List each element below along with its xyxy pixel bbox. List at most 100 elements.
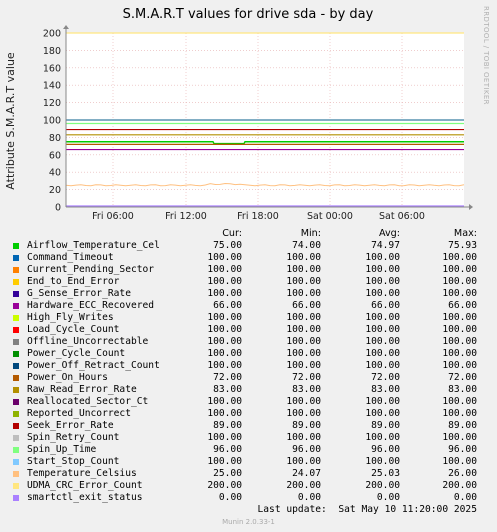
chart: S.M.A.R.T values for drive sda - by day … bbox=[4, 6, 490, 222]
legend-max-value: 0.00 bbox=[453, 492, 477, 503]
legend-max-value: 66.00 bbox=[448, 300, 477, 311]
legend-cur-value: 100.00 bbox=[207, 264, 242, 275]
legend-item: Load_Cycle_Count 100.00 100.00 100.00 100.00 bbox=[0, 324, 497, 336]
y-ticks: 0 20 40 60 80 100 120 140 160 180 200 bbox=[43, 29, 61, 214]
legend-series-name: Airflow_Temperature_Cel bbox=[27, 240, 160, 251]
legend-min-value: 96.00 bbox=[292, 444, 321, 455]
legend-swatch bbox=[13, 375, 19, 381]
legend-item: Seek_Error_Rate 89.00 89.00 89.00 89.00 bbox=[0, 420, 497, 432]
legend-item: End_to_End_Error 100.00 100.00 100.00 100.00 bbox=[0, 276, 497, 288]
x-axis-arrow bbox=[469, 204, 473, 210]
legend-item: Airflow_Temperature_Cel 75.00 74.00 74.97 75… bbox=[0, 240, 497, 252]
x-ticks: Fri 06:00 Fri 12:00 Fri 18:00 Sat 00:00 Sat … bbox=[92, 211, 425, 222]
legend-swatch bbox=[13, 435, 19, 441]
legend-avg-value: 96.00 bbox=[371, 444, 400, 455]
legend-swatch bbox=[13, 399, 19, 405]
legend-item: Temperature_Celsius 25.00 24.07 25.03 26.00 bbox=[0, 468, 497, 480]
legend-item: Raw_Read_Error_Rate 83.00 83.00 83.00 83.00 bbox=[0, 384, 497, 396]
legend-avg-value: 100.00 bbox=[365, 288, 400, 299]
legend-cur-value: 100.00 bbox=[207, 312, 242, 323]
legend-max-value: 100.00 bbox=[442, 396, 477, 407]
legend-max-value: 83.00 bbox=[448, 384, 477, 395]
legend-min-value: 100.00 bbox=[286, 288, 321, 299]
x-tick-label: Fri 06:00 bbox=[92, 211, 134, 222]
legend-max-value: 100.00 bbox=[442, 408, 477, 419]
legend-max-value: 100.00 bbox=[442, 324, 477, 335]
legend-avg-value: 100.00 bbox=[365, 360, 400, 371]
legend-cur-value: 100.00 bbox=[207, 252, 242, 263]
legend-min-value: 200.00 bbox=[286, 480, 321, 491]
y-tick-label: 100 bbox=[43, 116, 61, 127]
legend-item: Reallocated_Sector_Ct 100.00 100.00 100.00 1… bbox=[0, 396, 497, 408]
legend-header-min: Min: bbox=[300, 228, 321, 239]
legend-series-name: Raw_Read_Error_Rate bbox=[27, 384, 137, 395]
legend-series-name: Spin_Up_Time bbox=[27, 444, 97, 455]
legend-max-value: 100.00 bbox=[442, 276, 477, 287]
series-line bbox=[65, 182, 465, 187]
legend-series-name: High_Fly_Writes bbox=[27, 312, 114, 323]
legend-min-value: 100.00 bbox=[286, 252, 321, 263]
y-axis-arrow bbox=[63, 25, 69, 29]
legend-item: Spin_Up_Time 96.00 96.00 96.00 96.00 bbox=[0, 444, 497, 456]
legend-swatch bbox=[13, 291, 19, 297]
legend-swatch bbox=[13, 411, 19, 417]
legend-swatch bbox=[13, 387, 19, 393]
legend-cur-value: 83.00 bbox=[213, 384, 242, 395]
legend-swatch bbox=[13, 315, 19, 321]
legend-max-value: 100.00 bbox=[442, 336, 477, 347]
legend-avg-value: 83.00 bbox=[371, 384, 400, 395]
legend-header-max: Max: bbox=[453, 228, 477, 239]
legend-avg-value: 100.00 bbox=[365, 276, 400, 287]
legend-min-value: 100.00 bbox=[286, 264, 321, 275]
legend-cur-value: 100.00 bbox=[207, 360, 242, 371]
legend-swatch bbox=[13, 351, 19, 357]
legend-header-cur: Cur: bbox=[222, 228, 242, 239]
legend-max-value: 200.00 bbox=[442, 480, 477, 491]
y-tick-label: 140 bbox=[43, 81, 61, 92]
legend-item: smartctl_exit_status 0.00 0.00 0.00 0.00 bbox=[0, 492, 497, 504]
legend-item: Offline_Uncorrectable 100.00 100.00 100.00 1… bbox=[0, 336, 497, 348]
legend-avg-value: 100.00 bbox=[365, 324, 400, 335]
legend-min-value: 100.00 bbox=[286, 456, 321, 467]
legend-swatch bbox=[13, 279, 19, 285]
legend-header-avg: Avg: bbox=[378, 228, 400, 239]
legend-avg-value: 200.00 bbox=[365, 480, 400, 491]
legend-series-name: Power_Off_Retract_Count bbox=[27, 360, 160, 371]
legend-avg-value: 100.00 bbox=[365, 456, 400, 467]
legend-min-value: 100.00 bbox=[286, 312, 321, 323]
legend-series-name: Power_Cycle_Count bbox=[27, 348, 126, 359]
legend-item: High_Fly_Writes 100.00 100.00 100.00 100.00 bbox=[0, 312, 497, 324]
legend-series-name: Command_Timeout bbox=[27, 252, 114, 263]
legend-swatch bbox=[13, 423, 19, 429]
legend-min-value: 100.00 bbox=[286, 396, 321, 407]
legend-cur-value: 72.00 bbox=[213, 372, 242, 383]
legend-cur-value: 100.00 bbox=[207, 408, 242, 419]
legend-item: Current_Pending_Sector 100.00 100.00 100.00… bbox=[0, 264, 497, 276]
legend-cur-value: 100.00 bbox=[207, 276, 242, 287]
legend-avg-value: 72.00 bbox=[371, 372, 400, 383]
legend-series-name: Power_On_Hours bbox=[27, 372, 108, 383]
legend-cur-value: 100.00 bbox=[207, 456, 242, 467]
legend-swatch bbox=[13, 339, 19, 345]
legend-swatch bbox=[13, 483, 19, 489]
legend-swatch bbox=[13, 243, 19, 249]
x-tick-label: Sat 00:00 bbox=[307, 211, 353, 222]
legend-max-value: 100.00 bbox=[442, 312, 477, 323]
legend-avg-value: 74.97 bbox=[371, 240, 400, 251]
legend-item: Power_On_Hours 72.00 72.00 72.00 72.00 bbox=[0, 372, 497, 384]
legend-max-value: 100.00 bbox=[442, 348, 477, 359]
legend-item: Hardware_ECC_Recovered 66.00 66.00 66.00 66.… bbox=[0, 300, 497, 312]
legend-item: Spin_Retry_Count 100.00 100.00 100.00 100.00 bbox=[0, 432, 497, 444]
legend-max-value: 89.00 bbox=[448, 420, 477, 431]
y-tick-label: 180 bbox=[43, 46, 61, 57]
y-tick-label: 20 bbox=[49, 185, 61, 196]
legend-swatch bbox=[13, 471, 19, 477]
legend-series-name: Offline_Uncorrectable bbox=[27, 336, 149, 347]
legend-swatch bbox=[13, 327, 19, 333]
legend-cur-value: 89.00 bbox=[213, 420, 242, 431]
legend-item: UDMA_CRC_Error_Count 200.00 200.00 200.00 20… bbox=[0, 480, 497, 492]
legend-series-name: Reallocated_Sector_Ct bbox=[27, 396, 149, 407]
legend-series-name: Hardware_ECC_Recovered bbox=[27, 300, 155, 311]
legend-min-value: 83.00 bbox=[292, 384, 321, 395]
y-tick-label: 40 bbox=[49, 168, 61, 179]
